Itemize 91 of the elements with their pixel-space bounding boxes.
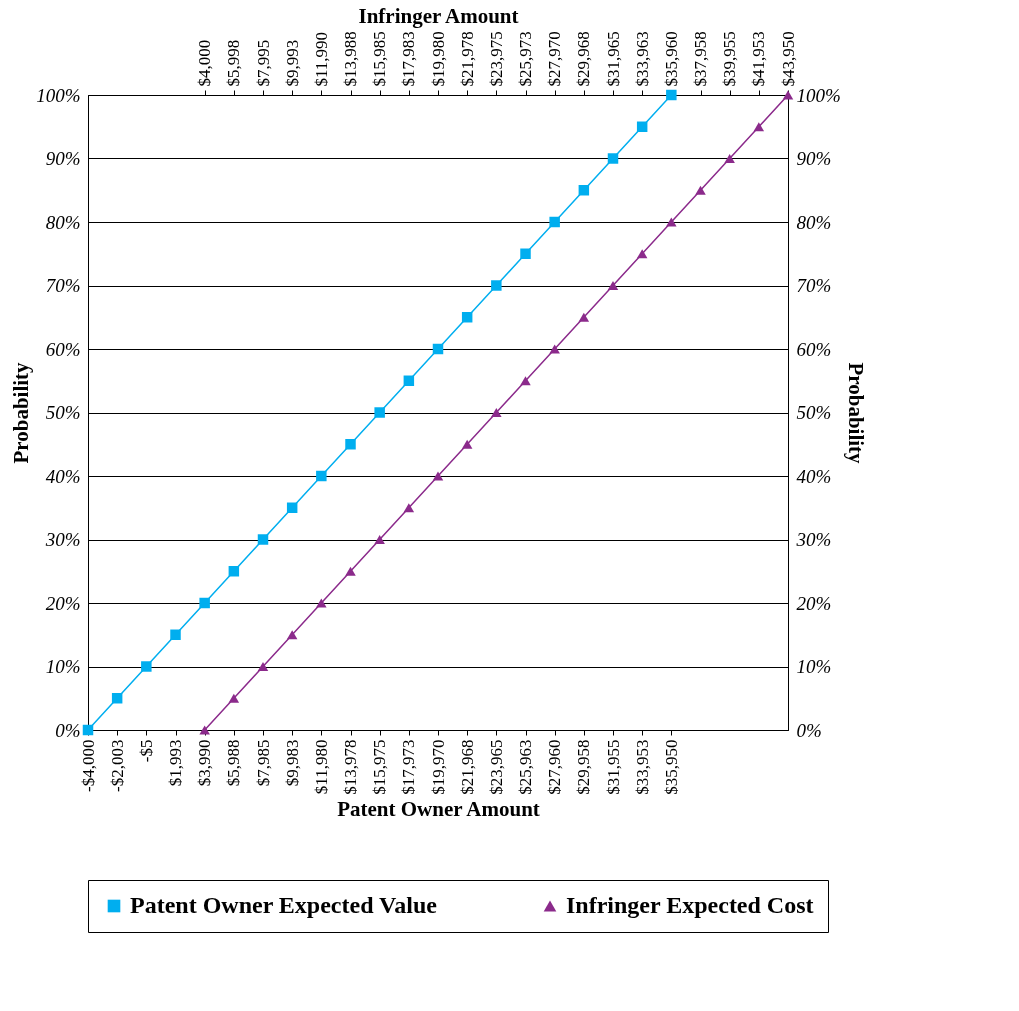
- y2-tick-label: 0%: [796, 719, 822, 741]
- x-tick-label: -$4,000: [78, 739, 98, 792]
- y2-tick-label: 70%: [796, 275, 832, 296]
- x2-tick-label: $33,963: [632, 31, 652, 87]
- x2-tick-label: $27,970: [545, 31, 565, 87]
- point: [141, 661, 152, 672]
- y2-tick-label: 80%: [796, 211, 832, 233]
- point: [345, 439, 356, 450]
- point: [549, 216, 560, 228]
- x2-tick-label: $9,993: [282, 39, 302, 87]
- x-tick-label: $13,978: [341, 739, 361, 795]
- x2-tick-label: $37,958: [691, 31, 711, 87]
- y2-tick-label: 50%: [796, 402, 832, 423]
- x-tick-label: $1,993: [166, 739, 186, 787]
- y-tick-label: 70%: [45, 275, 81, 296]
- x2-tick-label: $7,995: [253, 39, 273, 87]
- y2-tick-label: 60%: [796, 338, 832, 360]
- x-tick-label: $9,983: [282, 739, 302, 787]
- x2-tick-label: $35,960: [661, 31, 681, 87]
- point: [666, 89, 677, 101]
- x-tick-label: $15,975: [370, 739, 390, 795]
- x2-tick-label: $15,985: [370, 31, 390, 87]
- x2-tick-label: $39,955: [720, 31, 740, 87]
- point: [82, 724, 94, 736]
- x2-axis-title: Infringer Amount: [358, 4, 519, 29]
- x-axis-title: Patent Owner Amount: [337, 796, 540, 821]
- point: [374, 407, 385, 418]
- x2-tick-label: $43,950: [778, 31, 798, 87]
- x-tick-label: $5,988: [224, 739, 244, 787]
- point: [228, 566, 240, 577]
- y-tick-label: 100%: [36, 84, 81, 106]
- x2-tick-label: $13,988: [341, 31, 361, 87]
- y-tick-label: 0%: [55, 719, 81, 741]
- x-tick-label: $27,960: [545, 739, 565, 795]
- x2-tick-label: $17,983: [399, 31, 419, 87]
- x-tick-label: $33,953: [632, 739, 652, 795]
- x2-tick-label: $11,990: [311, 31, 331, 87]
- point: [520, 248, 531, 259]
- x-tick-label: $29,958: [574, 739, 594, 795]
- point: [170, 629, 181, 640]
- point: [432, 343, 444, 355]
- y-tick-label: 10%: [45, 656, 81, 677]
- point: [607, 153, 619, 164]
- x2-tick-label: $29,968: [574, 31, 594, 87]
- x2-tick-label: $23,975: [486, 31, 506, 87]
- x2-tick-label: $21,978: [457, 31, 477, 87]
- y-tick-label: 80%: [45, 211, 81, 233]
- x-tick-label: $23,965: [486, 739, 506, 795]
- point: [461, 312, 473, 323]
- y-axis-title: Probability: [9, 361, 34, 464]
- x-tick-label: -$2,003: [107, 739, 127, 792]
- point: [578, 185, 590, 196]
- y-tick-label: 20%: [45, 592, 81, 614]
- x2-tick-label: $31,965: [603, 31, 623, 87]
- x-tick-label: $25,963: [516, 739, 536, 795]
- legend-label: Patent Owner Expected Value: [130, 892, 438, 918]
- y2-tick-label: 20%: [796, 592, 832, 614]
- x-tick-label: $11,980: [311, 739, 331, 795]
- x2-tick-label: $5,998: [224, 39, 244, 87]
- x2-tick-label: $41,953: [749, 31, 769, 87]
- x-tick-label: $31,955: [603, 739, 623, 795]
- x-tick-label: $3,990: [195, 739, 215, 787]
- y-tick-label: 30%: [44, 529, 81, 550]
- x2-tick-label: $25,973: [516, 31, 536, 87]
- x-tick-label: $21,968: [457, 739, 477, 795]
- legend-label: Infringer Expected Cost: [566, 892, 814, 918]
- y-tick-label: 60%: [45, 338, 81, 360]
- point: [199, 597, 210, 609]
- y2-tick-label: 40%: [796, 465, 832, 487]
- x-tick-label: -$5: [136, 739, 156, 763]
- y-tick-label: 40%: [45, 465, 81, 487]
- x-tick-label: $17,973: [399, 739, 419, 795]
- y2-tick-label: 90%: [796, 148, 832, 169]
- y2-tick-label: 100%: [796, 84, 841, 106]
- point: [257, 534, 269, 545]
- x2-tick-label: $19,980: [428, 31, 448, 87]
- point: [286, 502, 298, 513]
- x2-tick-label: $4,000: [195, 39, 215, 87]
- point: [491, 280, 502, 291]
- point: [403, 375, 415, 386]
- y-tick-label: 50%: [45, 402, 81, 423]
- point: [111, 693, 123, 704]
- x-tick-label: $19,970: [428, 739, 448, 795]
- y2-tick-label: 30%: [795, 529, 832, 550]
- y2-axis-title: Probability: [843, 362, 868, 465]
- y-tick-label: 90%: [45, 148, 81, 169]
- y2-tick-label: 10%: [796, 656, 832, 677]
- x-tick-label: $7,985: [253, 739, 273, 787]
- x-tick-label: $35,950: [661, 739, 681, 795]
- point: [636, 121, 648, 132]
- point: [316, 470, 327, 482]
